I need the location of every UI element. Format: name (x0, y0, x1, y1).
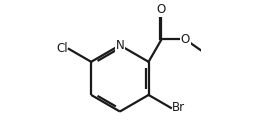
Text: O: O (181, 33, 190, 46)
Text: Br: Br (172, 101, 185, 114)
Text: N: N (115, 39, 124, 52)
Text: Cl: Cl (56, 42, 68, 55)
Text: O: O (157, 3, 166, 16)
